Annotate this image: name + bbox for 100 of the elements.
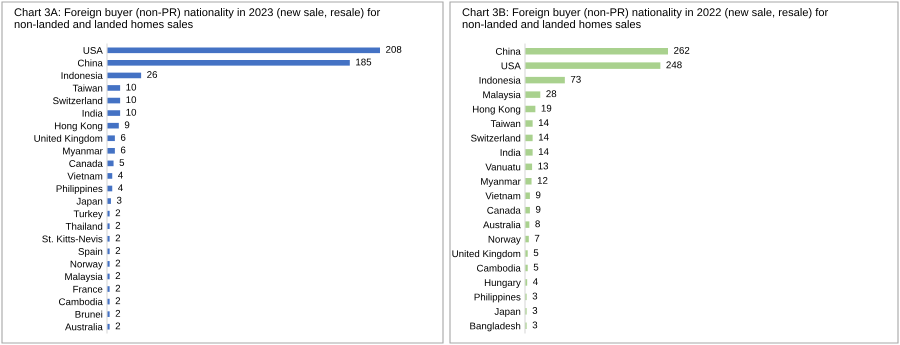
- data-label: 4: [118, 172, 123, 178]
- y-tick-label: Switzerland: [471, 134, 520, 142]
- bar: [525, 106, 536, 112]
- data-label: 2: [116, 284, 120, 292]
- y-tick-label: Norway: [70, 260, 103, 270]
- data-label: 6: [120, 134, 126, 141]
- y-tick-label: Philippines: [56, 184, 102, 194]
- bar: [525, 206, 530, 214]
- data-label: 3: [532, 322, 538, 328]
- bar: [525, 192, 530, 199]
- data-label: 19: [542, 104, 552, 112]
- y-tick-label: Norway: [488, 236, 521, 245]
- data-label: 9: [536, 191, 540, 198]
- y-tick-label: Turkey: [74, 210, 103, 220]
- bar: [525, 221, 530, 228]
- y-tick-label: Cambodia: [477, 264, 521, 272]
- data-label: 5: [534, 249, 538, 256]
- y-tick-label: India: [82, 110, 103, 117]
- data-label: 3: [116, 196, 122, 204]
- data-label: 7: [534, 234, 540, 242]
- y-tick-label: China: [496, 48, 521, 55]
- bar: [525, 164, 532, 170]
- bar: [107, 60, 350, 66]
- y-tick-label: Hungary: [484, 279, 521, 288]
- y-tick-label: Japan: [494, 308, 520, 317]
- y-tick-label: India: [500, 148, 521, 156]
- bar: [107, 47, 380, 54]
- bar: [107, 110, 120, 116]
- data-label: 248: [666, 61, 682, 68]
- bar: [107, 122, 119, 128]
- y-tick-label: China: [78, 59, 103, 66]
- y-tick-label: Vietnam: [67, 172, 102, 180]
- data-label: 2: [116, 260, 120, 266]
- bar: [525, 134, 533, 142]
- data-label: 2: [116, 272, 120, 279]
- data-label: 2: [116, 310, 120, 317]
- y-tick-label: Switzerland: [53, 97, 102, 104]
- y-tick-label: USA: [84, 47, 103, 54]
- y-tick-label: Myanmar: [63, 148, 103, 156]
- y-tick-label: Vietnam: [485, 192, 520, 200]
- data-label: 10: [126, 96, 136, 104]
- data-label: 13: [538, 162, 548, 170]
- y-tick-label: Taiwan: [490, 120, 520, 128]
- y-tick-label: Brunei: [76, 310, 102, 318]
- data-label: 2: [116, 234, 120, 242]
- y-tick-label: Malaysia: [65, 272, 103, 282]
- y-tick-label: USA: [502, 62, 521, 70]
- y-tick-label: Hong Kong: [54, 122, 102, 132]
- data-label: 12: [538, 177, 548, 184]
- y-tick-label: Australia: [65, 323, 103, 330]
- data-label: 9: [124, 121, 130, 128]
- y-tick-label: Vanuatu: [485, 164, 520, 170]
- data-label: 14: [538, 119, 549, 126]
- data-label: 185: [356, 58, 372, 66]
- data-label: 5: [534, 264, 538, 271]
- data-label: 9: [536, 206, 540, 213]
- y-tick-label: St. Kitts-Nevis: [42, 235, 102, 242]
- y-tick-label: Thailand: [66, 222, 102, 230]
- y-tick-label: Cambodia: [59, 298, 103, 306]
- data-label: 4: [532, 278, 538, 285]
- data-label: 3: [532, 307, 538, 314]
- bar: [525, 62, 660, 69]
- data-label: 5: [120, 159, 124, 166]
- data-label: 14: [538, 134, 549, 140]
- bar: [525, 149, 533, 156]
- data-label: 8: [535, 220, 540, 228]
- bar: [107, 173, 112, 179]
- y-tick-label: Spain: [78, 248, 102, 257]
- y-tick-label: Indonesia: [480, 76, 521, 84]
- bar: [525, 120, 533, 127]
- data-label: 2: [116, 247, 120, 254]
- bar: [525, 91, 540, 98]
- data-label: 3: [532, 292, 538, 300]
- y-tick-label: Bangladesh: [470, 322, 520, 332]
- bar: [107, 135, 115, 142]
- y-tick-label: Japan: [76, 198, 102, 207]
- data-label: 73: [570, 76, 581, 83]
- bar: [525, 178, 532, 185]
- y-tick-label: Canada: [69, 160, 103, 167]
- data-label: 10: [126, 108, 136, 116]
- y-tick-label: Canada: [487, 206, 521, 214]
- chart-title: Chart 3B: Foreign buyer (non-PR) nationality in 2022 (new sale, resale) for non-landed and landed homes sales: [462, 8, 828, 28]
- data-label: 2: [116, 297, 120, 304]
- data-label: 26: [147, 71, 158, 78]
- y-tick-label: Indonesia: [62, 72, 103, 80]
- bar: [107, 198, 111, 204]
- y-tick-label: Australia: [483, 221, 521, 228]
- y-tick-label: Myanmar: [481, 178, 521, 187]
- chart-title: Chart 3A: Foreign buyer (non-PR) nationality in 2023 (new sale, resale) for non-landed and landed homes sales: [14, 8, 380, 28]
- data-label: 4: [118, 184, 123, 192]
- y-tick-label: France: [73, 286, 102, 293]
- data-label: 28: [546, 90, 556, 98]
- y-tick-label: Hong Kong: [472, 106, 520, 115]
- y-tick-label: Malaysia: [483, 91, 521, 100]
- data-label: 208: [386, 46, 402, 53]
- bar: [107, 148, 115, 154]
- bar: [525, 236, 529, 242]
- bar: [107, 186, 112, 192]
- bar: [525, 48, 668, 54]
- y-tick-label: Taiwan: [72, 84, 102, 92]
